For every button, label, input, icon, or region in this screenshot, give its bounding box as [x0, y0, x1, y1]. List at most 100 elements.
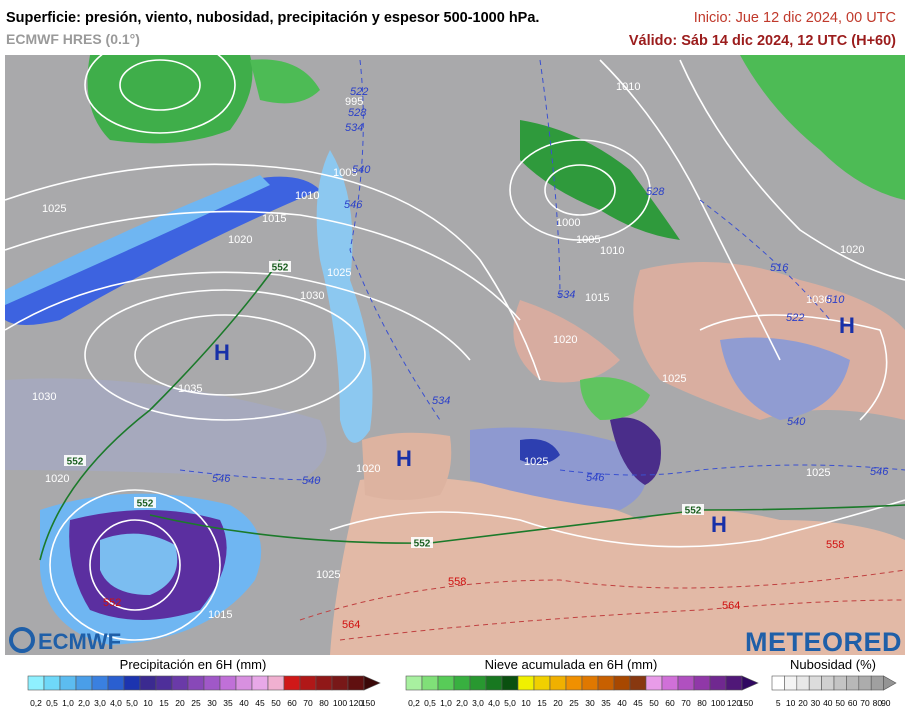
legend-swatch [139, 675, 157, 691]
legend-tick-label: 0,2 [408, 698, 420, 708]
ecmwf-mark [9, 627, 35, 653]
legend-tick-label: 50 [271, 698, 281, 708]
legend-swatch [771, 675, 785, 691]
legend-swatch [784, 675, 798, 691]
isobar-label: 1020 [356, 463, 380, 475]
legend-swatch [677, 675, 695, 691]
map-area: 1025102010151010100599510251030103510301… [5, 55, 905, 655]
isobar-label: 1010 [295, 190, 319, 202]
mediterranean-sea [470, 427, 647, 510]
legend-tick-label: 1,0 [62, 698, 74, 708]
legend-swatch [469, 675, 487, 691]
legend-tick-label: 25 [191, 698, 201, 708]
legend-swatch [549, 675, 567, 691]
alps-snow [580, 377, 650, 420]
legend-tick-label: 4,0 [488, 698, 500, 708]
legend-swatch [808, 675, 822, 691]
legend-swatch [203, 675, 221, 691]
isobar-label: 1015 [585, 292, 609, 304]
isobar-label: 1030 [300, 290, 324, 302]
iceland-snow [250, 59, 320, 104]
warm-thickness-label: 558 [826, 539, 844, 551]
legend-tick-label: 30 [585, 698, 595, 708]
black-sea [720, 337, 850, 420]
legend-tick-label: 2,0 [78, 698, 90, 708]
isobar-label: 1025 [327, 267, 351, 279]
isobar-label: 1000 [556, 217, 580, 229]
legend-tick-label: 40 [239, 698, 249, 708]
thickness-label: 546 [344, 199, 363, 211]
warm-thickness-lines [299, 569, 905, 641]
low-center [100, 533, 178, 595]
legend-tick-label: 80 [873, 698, 883, 708]
legend-swatch [629, 675, 647, 691]
thickness-label: 546 [870, 466, 889, 478]
isobar-label: 1010 [600, 245, 624, 257]
legend-swatch [597, 675, 615, 691]
legend-title: Precipitación en 6H (mm) [120, 657, 267, 672]
legend-tick-label: 10 [521, 698, 531, 708]
legend-swatch [363, 675, 381, 691]
legend-tick-label: 30 [811, 698, 821, 708]
legend-tick-label: 0,5 [46, 698, 58, 708]
iberia-land [362, 432, 452, 500]
legend-swatch [331, 675, 349, 691]
legend-swatch [645, 675, 663, 691]
russia-snow [740, 55, 905, 200]
isobar-label: 1020 [45, 473, 69, 485]
legend-swatch [661, 675, 679, 691]
isobar-label: 1025 [316, 569, 340, 581]
isobar-label: 1030 [32, 391, 56, 403]
isobar-label: 1015 [262, 213, 286, 225]
valid-time: Válido: Sáb 14 dic 2024, 12 UTC (H+60) [629, 33, 896, 49]
thickness-label-box [134, 497, 156, 508]
legend-swatch [821, 675, 835, 691]
legend-tick-label: 0,5 [424, 698, 436, 708]
legend-tick-label: 120 [349, 698, 363, 708]
legend-tick-label: 100 [333, 698, 347, 708]
legend-tick-label: 60 [665, 698, 675, 708]
legend-tick-label: 20 [798, 698, 808, 708]
legend-swatch [235, 675, 253, 691]
thickness-label: 522 [786, 312, 804, 324]
thickness-label: 540 [352, 164, 371, 176]
legend-swatch [485, 675, 503, 691]
thickness-label: 528 [646, 186, 665, 198]
legend-swatch [405, 675, 423, 691]
legend-swatch [107, 675, 125, 691]
legend-swatch [709, 675, 727, 691]
legend-swatch [91, 675, 109, 691]
legend-swatch [453, 675, 471, 691]
legend-swatch [421, 675, 439, 691]
thickness-label: 552 [137, 499, 154, 510]
model-name: ECMWF HRES (0.1°) [6, 31, 140, 47]
thickness-label: 540 [787, 416, 806, 428]
legend-tick-label: 4,0 [110, 698, 122, 708]
legend-tick-label: 10 [786, 698, 796, 708]
legends: Precipitación en 6H (mm) Nieve acumulada… [27, 657, 897, 708]
thickness-label-box [411, 537, 433, 548]
high-pressure-marker: H [214, 340, 230, 365]
greenland-snow [87, 55, 253, 144]
legend-tick-label: 15 [537, 698, 547, 708]
isobar-label: 1020 [228, 234, 252, 246]
high-pressure-marker: H [396, 446, 412, 471]
legend-swatch [437, 675, 455, 691]
isobar-label: 1020 [553, 334, 577, 346]
legend-swatch [315, 675, 333, 691]
legend-tick-label: 3,0 [94, 698, 106, 708]
warm-thickness-label: 564 [342, 619, 360, 631]
thickness-label-box [269, 261, 291, 272]
legend-tick-label: 2,0 [456, 698, 468, 708]
isobar-label: 995 [345, 96, 363, 108]
thickness-label: 552 [685, 506, 702, 517]
legend-swatch [283, 675, 301, 691]
legend-tick-label: 35 [601, 698, 611, 708]
legend-swatch [123, 675, 141, 691]
legend-swatch [870, 675, 884, 691]
legend-tick-label: 80 [319, 698, 329, 708]
isobar-label: 1015 [208, 609, 232, 621]
legend-swatch [171, 675, 189, 691]
thickness-label-box [682, 504, 704, 515]
thickness-label-box [64, 455, 86, 466]
